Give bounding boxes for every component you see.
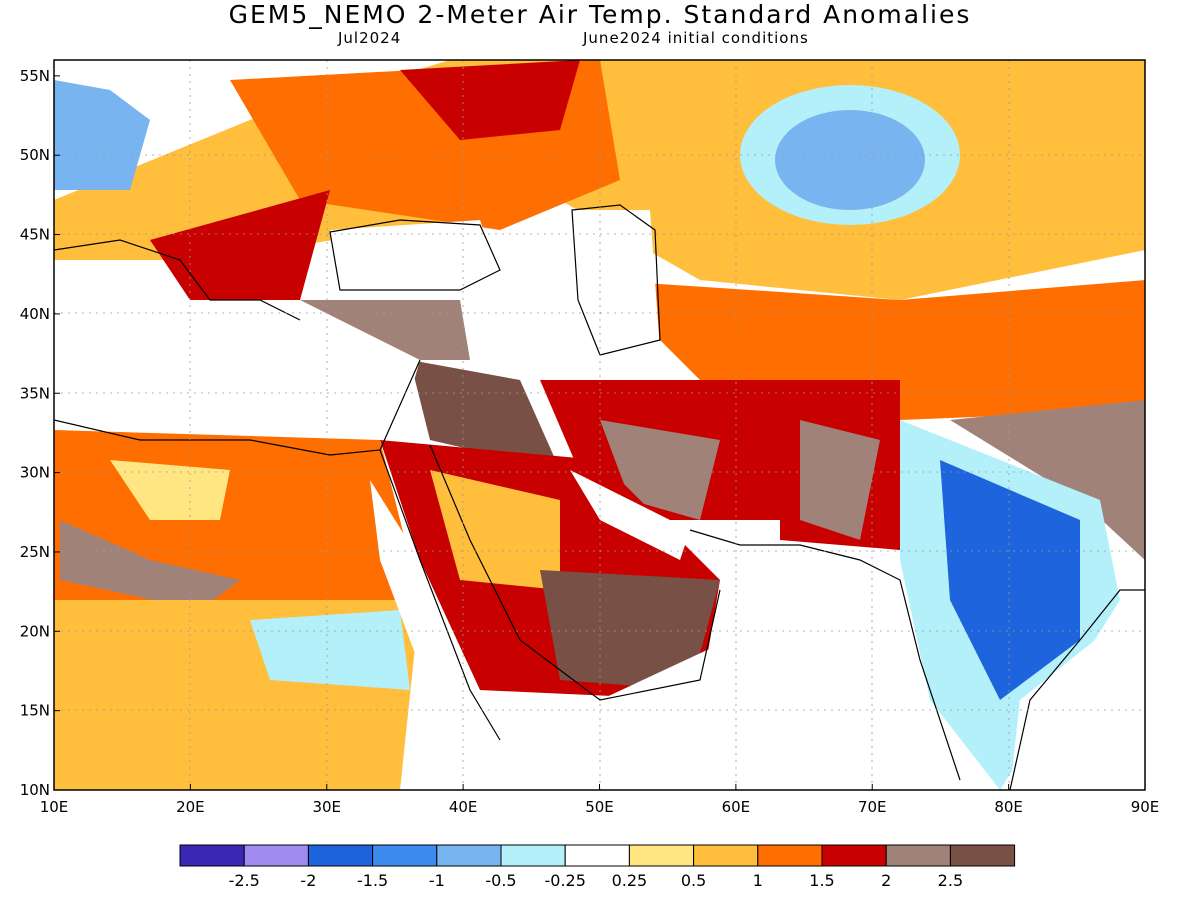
grid-lines (54, 60, 1145, 790)
colorbar-label: 1 (753, 871, 763, 890)
lat-label: 25N (20, 543, 50, 561)
lat-label: 20N (20, 622, 50, 640)
mediterranean (54, 300, 420, 430)
colorbar-swatch (628, 844, 695, 867)
region-sudan-cool (250, 610, 410, 690)
colorbar-label: 2.5 (938, 871, 963, 890)
colorbar-label: -1.5 (357, 871, 388, 890)
region-pakistan-brown (800, 420, 880, 540)
colorbar-swatch (436, 844, 502, 867)
region-sahara-brown (60, 520, 240, 610)
region-sahara-orange (54, 430, 420, 620)
lon-label: 80E (994, 798, 1023, 816)
lon-tick-labels: 10E 20E 30E 40E 50E 60E 70E 80E 90E (40, 784, 1160, 816)
colorbar-swatch (885, 844, 951, 867)
map-title: GEM5_NEMO 2-Meter Air Temp. Standard Ano… (228, 0, 972, 29)
colorbar-swatch (500, 844, 566, 867)
region-arabia-orange (430, 470, 560, 590)
persian-gulf (570, 470, 690, 560)
colorbar-swatch (757, 844, 823, 867)
coastlines (54, 204, 1145, 790)
colorbar-swatch (179, 844, 245, 867)
lat-tick-labels: 55N 50N 45N 40N 35N 30N 25N 20N 15N 10N (20, 67, 60, 799)
lat-label: 45N (20, 226, 50, 244)
lon-label: 30E (312, 798, 341, 816)
lat-label: 15N (20, 702, 50, 720)
region-sahara-light (110, 460, 230, 520)
colorbar-label: 0.5 (681, 871, 706, 890)
lon-label: 10E (40, 798, 69, 816)
valid-month: Jul2024 (338, 29, 402, 47)
region-levant-brown (410, 360, 560, 470)
colorbar-label: -2.5 (229, 871, 260, 890)
lon-label: 40E (449, 798, 478, 816)
lon-label: 20E (176, 798, 205, 816)
lat-label: 50N (20, 146, 50, 164)
arabian-sea (600, 560, 940, 790)
bay-of-bengal (1010, 600, 1145, 790)
colorbar-swatch (821, 844, 887, 867)
caspian-sea (570, 210, 660, 350)
lon-label: 70E (858, 798, 887, 816)
region-india-blue (940, 460, 1080, 700)
region-arabia-brown (540, 570, 720, 690)
colorbar-swatch (564, 844, 630, 867)
lat-label: 10N (20, 781, 50, 799)
black-sea (330, 220, 500, 290)
map-field (54, 60, 1145, 790)
colorbar-swatch (243, 844, 309, 867)
colorbar-label: -1 (429, 871, 445, 890)
lat-label: 55N (20, 67, 50, 85)
red-sea (370, 480, 480, 720)
lat-label: 35N (20, 384, 50, 402)
lon-label: 60E (722, 798, 751, 816)
colorbar: -2.5 -2 -1.5 -1 -0.5 -0.25 0.25 0.5 1 1.5 2 2.5 (179, 844, 1016, 890)
colorbar-label: -0.5 (485, 871, 516, 890)
colorbar-swatch (307, 844, 374, 867)
lat-label: 40N (20, 305, 50, 323)
region-russia-red (400, 60, 580, 140)
colorbar-swatch (693, 844, 759, 867)
colorbar-label: 1.5 (809, 871, 834, 890)
colorbar-label: 2 (881, 871, 891, 890)
colorbar-swatch (372, 844, 438, 867)
lon-label: 90E (1131, 798, 1160, 816)
colorbar-label: 0.25 (612, 871, 648, 890)
colorbar-label: -0.25 (544, 871, 585, 890)
region-kazakh-cold (775, 110, 925, 210)
colorbar-label: -2 (300, 871, 316, 890)
lon-label: 50E (585, 798, 614, 816)
colorbar-swatch (949, 844, 1016, 867)
region-europe-cold (54, 80, 150, 190)
region-balkan-red (150, 190, 330, 300)
lat-label: 30N (20, 464, 50, 482)
init-conditions: June2024 initial conditions (583, 29, 809, 47)
